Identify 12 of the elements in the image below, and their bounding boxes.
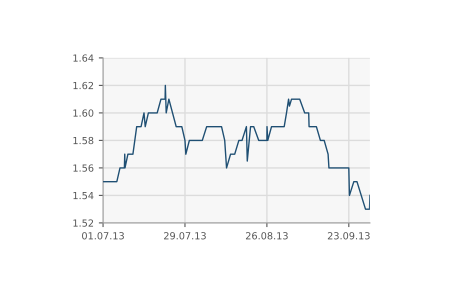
y-tick-label: 1.62 xyxy=(73,82,94,90)
x-tick-label: 23.09.13 xyxy=(328,232,370,240)
y-tick-label: 1.54 xyxy=(73,192,94,200)
y-tick-label: 1.56 xyxy=(73,164,94,172)
x-tick-label: 26.08.13 xyxy=(246,232,288,240)
line-series xyxy=(103,84,370,210)
y-tick-label: 1.52 xyxy=(73,219,94,227)
x-tick-label: 29.07.13 xyxy=(164,232,206,240)
y-tick-label: 1.58 xyxy=(73,136,94,144)
y-tick-label: 1.60 xyxy=(73,109,94,117)
y-tick-label: 1.64 xyxy=(73,54,94,62)
x-tick-label: 01.07.13 xyxy=(82,232,124,240)
